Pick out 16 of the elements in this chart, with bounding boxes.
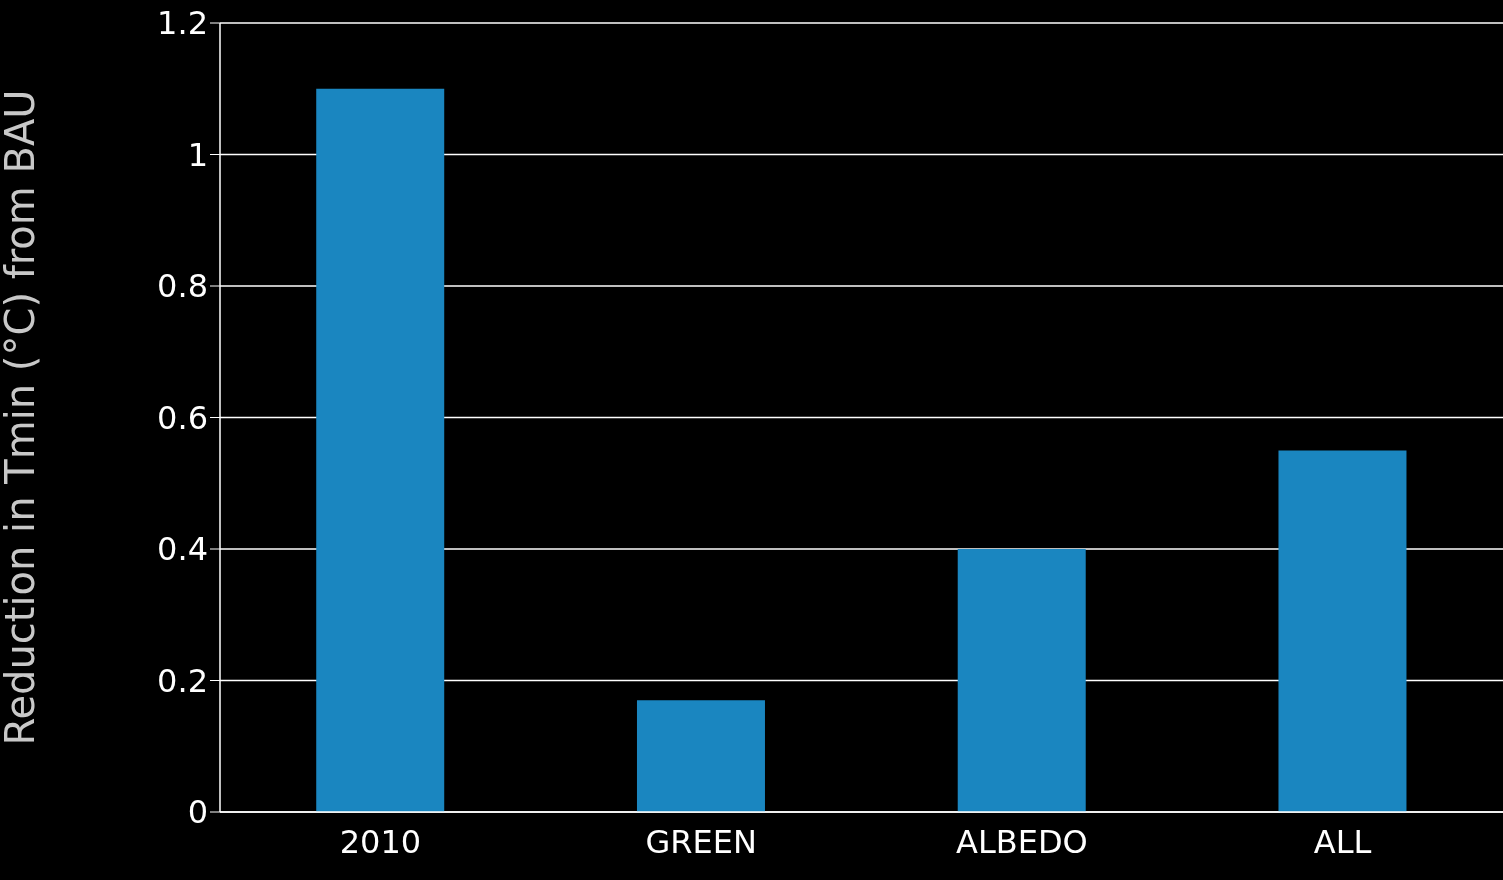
y-axis-title: Reduction in Tmin (°C) from BAU [0, 89, 44, 746]
bar [1278, 450, 1407, 812]
bar [636, 700, 765, 812]
y-tick-label: 0.8 [157, 267, 208, 306]
bar [316, 88, 445, 812]
y-tick-label: 0 [187, 793, 208, 832]
bar [957, 549, 1086, 812]
y-tick-label: 1 [187, 135, 208, 174]
x-tick-label: GREEN [645, 822, 757, 861]
y-tick-label: 1.2 [157, 4, 208, 43]
y-tick-label: 0.2 [157, 661, 208, 700]
x-tick-label: ALBEDO [956, 822, 1088, 861]
x-tick-label: ALL [1313, 822, 1372, 861]
y-tick-label: 0.6 [157, 398, 208, 437]
y-tick-label: 0.4 [157, 530, 208, 569]
x-tick-label: 2010 [339, 822, 422, 861]
